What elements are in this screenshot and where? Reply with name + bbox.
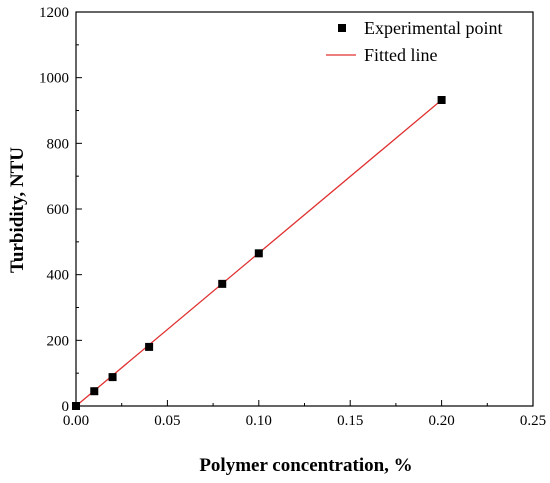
y-tick-label: 1200 (39, 5, 69, 21)
x-tick-label: 0.05 (154, 413, 180, 429)
y-tick-label: 0 (62, 399, 70, 415)
plot-border (75, 11, 534, 407)
data-point (218, 279, 227, 288)
tick-labels: 0.00 0.05 0.10 0.15 0.20 0.25 0 200 400 600 800 100… (39, 5, 546, 429)
data-point (145, 342, 154, 351)
x-tick-label: 0.10 (246, 413, 272, 429)
y-tick-label: 400 (47, 268, 70, 284)
y-tick-label: 600 (47, 202, 70, 218)
x-axis-label: Polymer concentration, % (199, 455, 412, 476)
series-layer (72, 95, 446, 410)
data-point (90, 387, 99, 396)
legend-entry-label: Experimental point (364, 18, 502, 38)
data-point (72, 402, 80, 410)
x-tick-label: 0.15 (337, 413, 363, 429)
axis-ticks (75, 11, 534, 407)
legend: Experimental point Fitted line (326, 18, 502, 65)
y-axis-label: Turbidity, NTU (7, 147, 28, 273)
data-point (254, 249, 263, 258)
x-tick-label: 0.25 (520, 413, 546, 429)
legend-entry-label: Fitted line (364, 45, 438, 65)
x-tick-label: 0.20 (428, 413, 454, 429)
y-tick-label: 1000 (39, 71, 69, 87)
y-tick-label: 200 (47, 333, 70, 349)
data-point (108, 373, 117, 382)
x-tick-label: 0.00 (63, 413, 89, 429)
plot-frame (75, 11, 534, 407)
y-tick-label: 800 (47, 136, 70, 152)
legend-square-marker (338, 24, 346, 32)
data-point (437, 95, 446, 104)
